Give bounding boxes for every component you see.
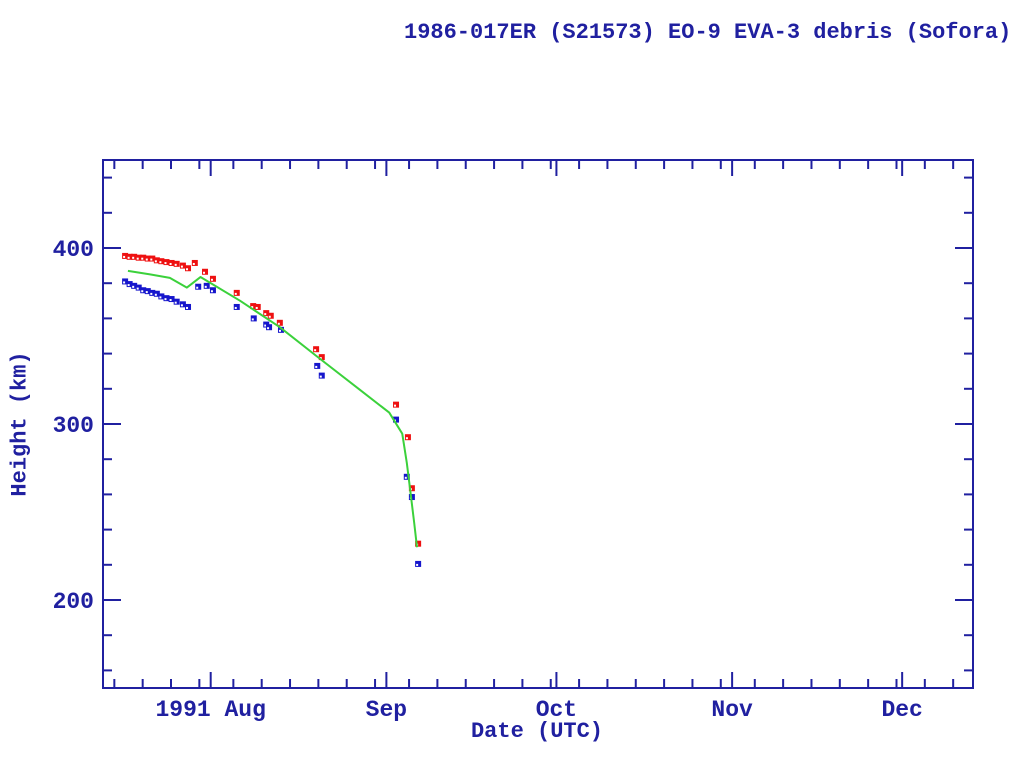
marker-center-dot <box>150 292 153 295</box>
y-tick-label: 300 <box>53 413 94 439</box>
marker-center-dot <box>164 262 167 265</box>
marker-center-dot <box>405 437 408 440</box>
marker-center-dot <box>234 292 237 295</box>
marker-center-dot <box>251 306 254 309</box>
marker-center-dot <box>141 290 144 293</box>
marker-center-dot <box>394 404 397 407</box>
marker-center-dot <box>204 285 207 288</box>
marker-center-dot <box>123 255 126 258</box>
y-tick-label: 400 <box>53 237 94 263</box>
marker-center-dot <box>174 263 177 266</box>
marker-center-dot <box>154 293 157 296</box>
y-tick-label: 200 <box>53 589 94 615</box>
x-tick-label: Nov <box>711 697 753 723</box>
marker-center-dot <box>196 286 199 289</box>
marker-center-dot <box>180 304 183 307</box>
marker-center-dot <box>203 271 206 274</box>
marker-center-dot <box>145 291 148 294</box>
tick-labels: 400 300 200 1991 Aug Sep Oct Nov Dec <box>53 237 923 723</box>
marker-center-dot <box>136 287 139 290</box>
marker-center-dot <box>145 258 148 261</box>
marker-center-dot <box>174 301 177 304</box>
marker-center-dot <box>234 306 237 309</box>
chart-title: 1986-017ER (S21573) EO-9 EVA-3 debris (S… <box>404 20 1012 45</box>
line-path <box>127 269 418 548</box>
marker-center-dot <box>127 284 130 287</box>
marker-center-dot <box>150 258 153 261</box>
axes <box>102 159 974 689</box>
data-point-marker <box>122 252 129 259</box>
marker-center-dot <box>123 281 126 284</box>
marker-center-dot <box>210 290 213 293</box>
plot-box <box>102 159 974 689</box>
marker-center-dot <box>255 306 258 309</box>
marker-center-dot <box>159 261 162 264</box>
marker-center-dot <box>416 563 419 566</box>
marker-center-dot <box>127 256 130 259</box>
marker-center-dot <box>319 357 322 360</box>
marker-center-dot <box>132 285 135 288</box>
marker-center-dot <box>264 313 267 316</box>
marker-center-dot <box>319 375 322 378</box>
marker-center-dot <box>251 318 254 321</box>
mean-height-green-line <box>127 269 418 548</box>
marker-center-dot <box>141 257 144 260</box>
marker-center-dot <box>136 257 139 260</box>
x-tick-label: Dec <box>881 697 922 723</box>
marker-center-dot <box>169 262 172 265</box>
marker-center-dot <box>154 260 157 263</box>
marker-center-dot <box>159 296 162 299</box>
marker-center-dot <box>267 327 270 330</box>
marker-center-dot <box>314 349 317 352</box>
marker-center-dot <box>169 299 172 302</box>
marker-center-dot <box>192 262 195 265</box>
marker-center-dot <box>315 365 318 368</box>
lower-height-blue-squares <box>122 278 422 567</box>
x-tick-label: 1991 Aug <box>155 697 265 723</box>
marker-center-dot <box>164 298 167 301</box>
marker-center-dot <box>264 324 267 327</box>
x-tick-label: Oct <box>536 697 577 723</box>
upper-height-red-squares <box>122 252 422 547</box>
marker-center-dot <box>404 476 407 479</box>
x-tick-label: Sep <box>366 697 407 723</box>
marker-center-dot <box>210 278 213 281</box>
marker-center-dot <box>277 322 280 325</box>
marker-center-dot <box>180 265 183 268</box>
marker-center-dot <box>268 315 271 318</box>
marker-center-dot <box>186 306 189 309</box>
marker-center-dot <box>186 268 189 271</box>
x-axis-label: Date (UTC) <box>470 719 604 744</box>
marker-center-dot <box>278 329 281 332</box>
marker-center-dot <box>132 256 135 259</box>
